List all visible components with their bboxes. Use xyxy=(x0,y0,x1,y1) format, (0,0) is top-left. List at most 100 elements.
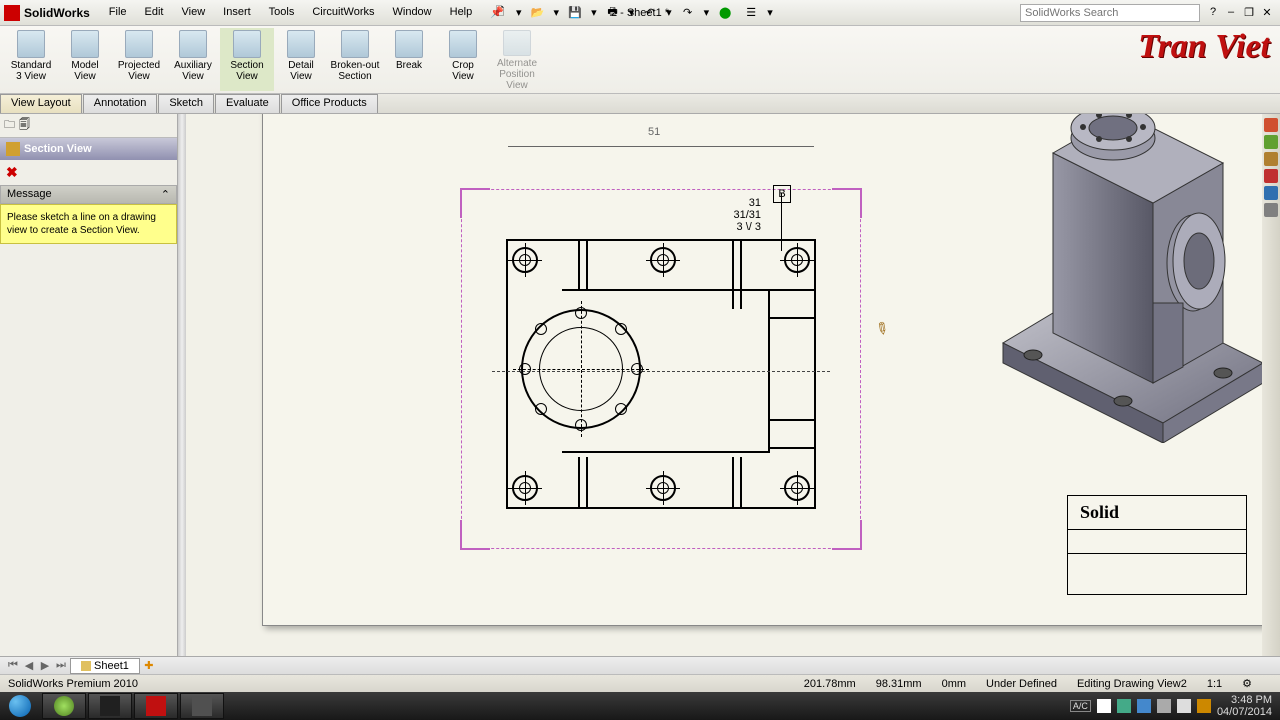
tab-sketch[interactable]: Sketch xyxy=(158,94,214,113)
app-name: SolidWorks xyxy=(24,6,90,20)
menu-insert[interactable]: Insert xyxy=(214,6,260,19)
pm-cancel-button[interactable]: ✖ xyxy=(0,160,177,185)
taskpane-icon[interactable] xyxy=(1264,135,1278,149)
status-custom-icon[interactable]: ⚙ xyxy=(1242,677,1252,690)
status-z: 0mm xyxy=(942,678,966,690)
tab-nav-prev-icon[interactable]: ◀ xyxy=(22,659,36,672)
collapse-icon[interactable]: ⌃ xyxy=(161,188,170,201)
tray-ac-icon[interactable]: A/C xyxy=(1070,700,1091,712)
search-input[interactable] xyxy=(1020,4,1200,22)
title-bar: SolidWorks File Edit View Insert Tools C… xyxy=(0,0,1280,26)
selection-corner xyxy=(832,520,862,550)
open-icon[interactable]: 📂 xyxy=(528,4,548,22)
status-edit: Editing Drawing View2 xyxy=(1077,678,1187,690)
tab-nav-next-icon[interactable]: ▶ xyxy=(38,659,52,672)
status-x: 201.78mm xyxy=(804,678,856,690)
model-view-button[interactable]: Model View xyxy=(58,28,112,91)
maximize-icon[interactable]: ❐ xyxy=(1240,6,1258,19)
taskpane-icon[interactable] xyxy=(1264,203,1278,217)
detail-view-button[interactable]: Detail View xyxy=(274,28,328,91)
config-icon[interactable]: 🗐 xyxy=(19,116,30,135)
status-product: SolidWorks Premium 2010 xyxy=(8,678,138,690)
feature-tree-icon[interactable]: 🗀 xyxy=(4,116,15,135)
alternate-position-button: Alternate Position View xyxy=(490,28,544,91)
tab-nav-first-icon[interactable]: ⏮ xyxy=(6,659,20,672)
tab-view-layout[interactable]: View Layout xyxy=(0,94,82,113)
system-tray: A/C 3:48 PM 04/07/2014 xyxy=(1070,694,1280,718)
tray-volume-icon[interactable] xyxy=(1177,699,1191,713)
options-icon[interactable]: ☰ xyxy=(741,4,761,22)
pm-title: Section View xyxy=(24,143,92,155)
save-icon[interactable]: 💾 xyxy=(565,4,585,22)
add-sheet-icon[interactable]: ✚ xyxy=(142,659,156,672)
titleblock-name: Solid xyxy=(1068,496,1246,530)
menu-edit[interactable]: Edit xyxy=(136,6,173,19)
drawing-view[interactable]: B 31 31/31 3 \/ 3 51 xyxy=(461,189,861,549)
pm-message-box: Please sketch a line on a drawing view t… xyxy=(0,204,177,244)
menu-tools[interactable]: Tools xyxy=(260,6,304,19)
taskpane-icon[interactable] xyxy=(1264,169,1278,183)
ribbon-toolbar: Standard 3 View Model View Projected Vie… xyxy=(0,26,1280,94)
menu-view[interactable]: View xyxy=(173,6,215,19)
standard-3view-button[interactable]: Standard 3 View xyxy=(4,28,58,91)
projected-view-button[interactable]: Projected View xyxy=(112,28,166,91)
tray-flag-icon[interactable] xyxy=(1097,699,1111,713)
document-title: 2 - Sheet1 * xyxy=(611,7,669,19)
tab-evaluate[interactable]: Evaluate xyxy=(215,94,280,113)
taskpane-icon[interactable] xyxy=(1264,118,1278,132)
menu-file[interactable]: File xyxy=(100,6,136,19)
tray-icon[interactable] xyxy=(1137,699,1151,713)
tab-nav-last-icon[interactable]: ⏭ xyxy=(54,659,68,672)
tray-icon[interactable] xyxy=(1157,699,1171,713)
drawing-canvas[interactable]: 🔍 🔎 ↶ ◐ ▦ ◉ ⋯ B 31 31/31 xyxy=(186,114,1280,656)
taskpane-icon[interactable] xyxy=(1264,186,1278,200)
pm-top-icons: 🗀 🗐 xyxy=(0,114,177,138)
app-logo-icon xyxy=(4,5,20,21)
start-button[interactable] xyxy=(0,692,40,720)
taskpane-icon[interactable] xyxy=(1264,152,1278,166)
taskbar-clock[interactable]: 3:48 PM 04/07/2014 xyxy=(1217,694,1272,718)
menu-bar: File Edit View Insert Tools CircuitWorks… xyxy=(100,6,513,19)
menu-window[interactable]: Window xyxy=(384,6,441,19)
dimension-label: 51 xyxy=(648,126,660,138)
close-icon[interactable]: ✕ xyxy=(1258,6,1276,19)
pm-header: Section View xyxy=(0,138,177,160)
status-state: Under Defined xyxy=(986,678,1057,690)
selection-corner xyxy=(832,188,862,218)
crop-view-button[interactable]: Crop View xyxy=(436,28,490,91)
tab-annotation[interactable]: Annotation xyxy=(83,94,158,113)
window-controls: ? – ❐ ✕ xyxy=(1204,6,1276,19)
taskbar-app[interactable] xyxy=(42,693,86,719)
tray-icon[interactable] xyxy=(1197,699,1211,713)
taskbar-app-solidworks[interactable] xyxy=(134,693,178,719)
tab-office-products[interactable]: Office Products xyxy=(281,94,378,113)
break-button[interactable]: Break xyxy=(382,28,436,91)
task-pane[interactable] xyxy=(1262,114,1280,656)
status-y: 98.31mm xyxy=(876,678,922,690)
broken-out-section-button[interactable]: Broken-out Section xyxy=(328,28,382,91)
auxiliary-view-button[interactable]: Auxiliary View xyxy=(166,28,220,91)
menu-circuitworks[interactable]: CircuitWorks xyxy=(303,6,383,19)
taskbar-app[interactable] xyxy=(180,693,224,719)
minimize-icon[interactable]: – xyxy=(1222,6,1240,19)
windows-taskbar: A/C 3:48 PM 04/07/2014 xyxy=(0,692,1280,720)
selection-corner xyxy=(460,188,490,218)
section-view-button[interactable]: Section View xyxy=(220,28,274,91)
annotation-text: 31 31/31 3 \/ 3 xyxy=(733,197,761,233)
drawing-sheet: 🔍 🔎 ↶ ◐ ▦ ◉ ⋯ B 31 31/31 xyxy=(262,114,1264,626)
main-area: 🗀 🗐 Section View ✖ Message ⌃ Please sket… xyxy=(0,114,1280,656)
sheet-tab[interactable]: Sheet1 xyxy=(70,658,140,674)
new-doc-icon[interactable]: 🗋 xyxy=(490,4,510,22)
tray-network-icon[interactable] xyxy=(1117,699,1131,713)
pm-message-header[interactable]: Message ⌃ xyxy=(0,185,177,204)
taskbar-app[interactable] xyxy=(88,693,132,719)
menu-help[interactable]: Help xyxy=(441,6,482,19)
help-icon[interactable]: ? xyxy=(1204,6,1222,19)
selection-corner xyxy=(460,520,490,550)
sketch-cursor-icon: ✎ xyxy=(870,317,892,341)
splitter[interactable] xyxy=(178,114,186,656)
redo-icon[interactable]: ↷ xyxy=(678,4,698,22)
command-tabs: View Layout Annotation Sketch Evaluate O… xyxy=(0,94,1280,114)
sheet-icon xyxy=(81,661,91,671)
rebuild-icon[interactable]: ⬤ xyxy=(715,4,735,22)
